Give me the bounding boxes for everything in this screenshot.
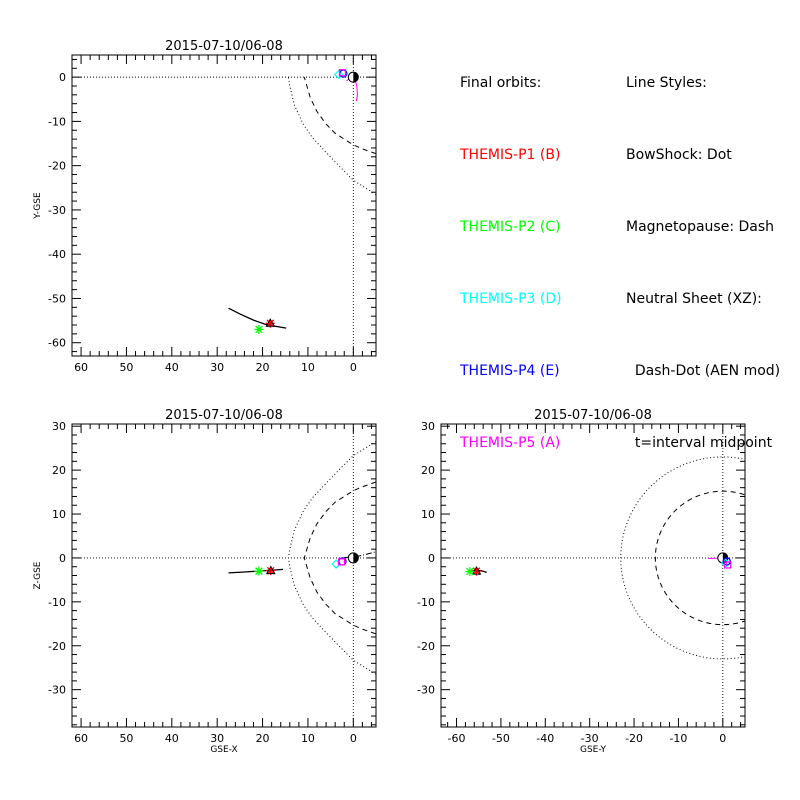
chart-title-yz: 2015-07-10/06-08 xyxy=(534,408,652,423)
chart-yz: 2015-07-10/06-08 -60 -50 -40 -30 -20 -10 0 30 20 1… xyxy=(417,408,746,755)
probe-marker-p2 xyxy=(254,566,264,576)
y-tick-label: -10 xyxy=(417,596,435,609)
x-tick-label: -60 xyxy=(448,732,466,745)
x-tick-label: 50 xyxy=(119,732,133,745)
chart-xz: 2015-07-10/06-08 60 50 40 30 20 10 0 30 20 10 0 -10 -… xyxy=(33,408,377,755)
triangle-marker xyxy=(265,565,276,575)
chart-title-xz: 2015-07-10/06-08 xyxy=(165,408,283,423)
y-tick-label: 30 xyxy=(52,420,66,433)
bowshock-line xyxy=(287,441,376,675)
y-tick-label: -30 xyxy=(48,684,66,697)
line-style-neutral-sheet-time: t=interval midpoint xyxy=(626,435,773,451)
chart-xy: 2015-07-10/06-08 60 50 40 30 20 10 0 -60 -50 -40 -3… xyxy=(33,39,377,374)
probe-marker-p2 xyxy=(254,324,264,334)
x-tick-label: -20 xyxy=(625,732,643,745)
earth-night-side xyxy=(353,552,359,563)
x-axis-label-yz: GSE-Y xyxy=(580,745,607,755)
legend-probe-p4: THEMIS-P4 (E) xyxy=(460,363,560,379)
probe-marker-p3 xyxy=(333,69,344,80)
legend-probe-p1: THEMIS-P1 (B) xyxy=(460,147,561,163)
x-tick-label: 0 xyxy=(719,732,726,745)
line-styles-title: Line Styles: xyxy=(626,75,707,91)
asterisk-stroke xyxy=(255,325,263,334)
bowshock-line xyxy=(287,77,376,195)
x-tick-label: 20 xyxy=(256,732,270,745)
x-tick-label: 40 xyxy=(165,732,179,745)
x-axis-label-xz: GSE-X xyxy=(210,745,237,755)
x-tick-label: 10 xyxy=(301,361,315,374)
x-tick-label: 60 xyxy=(74,732,88,745)
y-tick-label: -20 xyxy=(48,640,66,653)
y-tick-label: 10 xyxy=(421,508,435,521)
magnetopause-line xyxy=(303,76,376,155)
line-style-magnetopause: Magnetopause: Dash xyxy=(626,219,775,235)
line-style-neutral-sheet: Neutral Sheet (XZ): xyxy=(626,291,762,307)
final-orbits-legend: Final orbits: THEMIS-P1 (B) THEMIS-P2 (C… xyxy=(460,23,562,479)
legend-probe-p2: THEMIS-P2 (C) xyxy=(460,219,561,235)
plot-area-yz xyxy=(441,424,745,727)
y-tick-label: 20 xyxy=(421,464,435,477)
asterisk-stroke xyxy=(466,567,474,576)
probe-marker-p1 xyxy=(265,318,276,328)
asterisk-stroke xyxy=(472,567,481,575)
x-tick-label: 30 xyxy=(210,361,224,374)
y-tick-label: -20 xyxy=(417,640,435,653)
y-tick-label: -20 xyxy=(48,160,66,173)
y-tick-label: -10 xyxy=(48,115,66,128)
y-tick-label: -50 xyxy=(48,292,66,305)
x-tick-label: 0 xyxy=(350,361,357,374)
x-tick-label: 60 xyxy=(74,361,88,374)
asterisk-stroke xyxy=(255,567,263,575)
line-style-bowshock: BowShock: Dot xyxy=(626,147,732,163)
x-tick-label: -40 xyxy=(536,732,554,745)
y-tick-label: 10 xyxy=(52,508,66,521)
final-orbits-title: Final orbits: xyxy=(460,75,542,91)
plot-frame-xy xyxy=(71,54,377,357)
x-tick-label: 40 xyxy=(165,361,179,374)
probe-marker-p5 xyxy=(724,561,732,569)
y-axis-label-xz: Z-GSE xyxy=(33,561,43,589)
x-tick-label: -50 xyxy=(492,732,510,745)
probe-marker-p5 xyxy=(338,69,347,77)
y-axis-label-xy: Y-GSE xyxy=(33,192,43,220)
y-tick-label: 30 xyxy=(421,420,435,433)
x-tick-label: 50 xyxy=(119,361,133,374)
asterisk-stroke xyxy=(266,319,275,328)
earth-night-side xyxy=(353,72,359,83)
x-tick-label: 30 xyxy=(210,732,224,745)
plot-frame-xz xyxy=(71,423,377,728)
probe-marker-p1 xyxy=(265,565,276,576)
y-tick-label: 0 xyxy=(59,552,66,565)
x-tick-label: 20 xyxy=(256,361,270,374)
triangle-marker xyxy=(265,318,276,327)
legend-probe-p5: THEMIS-P5 (A) xyxy=(460,435,561,451)
y-tick-label: 0 xyxy=(428,552,435,565)
plot-area-xy xyxy=(72,55,376,356)
y-tick-label: -30 xyxy=(48,204,66,217)
x-tick-label: 10 xyxy=(301,732,315,745)
line-style-neutral-sheet-model: Dash-Dot (AEN mod) xyxy=(626,363,781,379)
y-tick-label: 0 xyxy=(59,71,66,84)
x-tick-label: -10 xyxy=(669,732,687,745)
plot-area-xz xyxy=(72,424,376,727)
magnetopause-line xyxy=(654,490,745,626)
magnetopause-line xyxy=(303,481,376,635)
triangle-marker xyxy=(471,566,482,575)
y-tick-label: 20 xyxy=(52,464,66,477)
asterisk-stroke xyxy=(266,566,275,575)
line-styles-legend: Line Styles: BowShock: Dot Magnetopause:… xyxy=(626,23,780,479)
probe-marker-p5 xyxy=(337,558,346,566)
x-tick-label: 0 xyxy=(350,732,357,745)
legend-probe-p3: THEMIS-P3 (D) xyxy=(460,291,562,307)
orbit-track xyxy=(228,307,287,329)
y-tick-label: -60 xyxy=(48,337,66,350)
y-tick-label: -30 xyxy=(417,684,435,697)
y-tick-label: -10 xyxy=(48,596,66,609)
probe-marker-p2 xyxy=(465,567,475,577)
x-tick-label: -30 xyxy=(581,732,599,745)
y-tick-label: -40 xyxy=(48,248,66,261)
chart-title-xy: 2015-07-10/06-08 xyxy=(165,39,283,54)
